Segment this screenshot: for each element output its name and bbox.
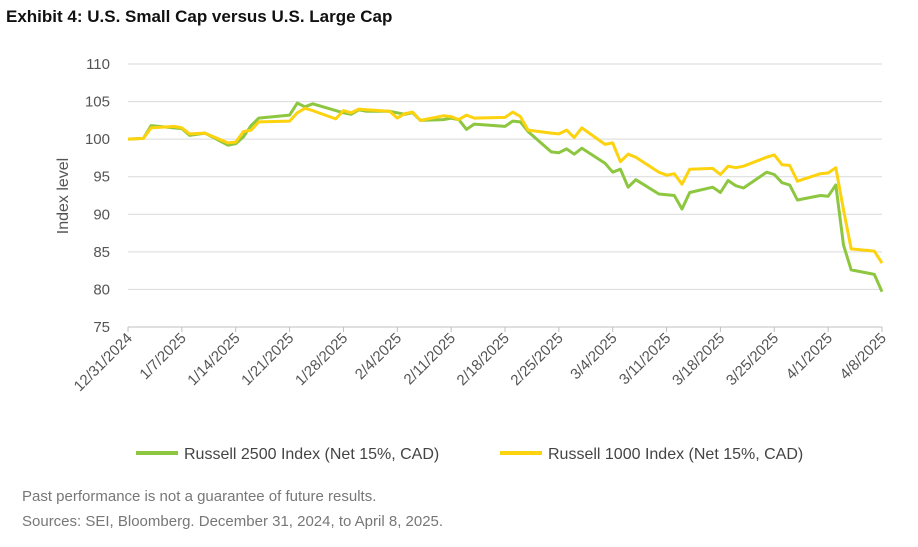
x-tick-label: 4/1/2025 — [783, 330, 836, 383]
x-tick-label: 12/31/2024 — [71, 330, 136, 395]
x-tick-label: 2/11/2025 — [401, 330, 459, 388]
y-tick-label: 100 — [85, 131, 110, 148]
x-tick-label: 1/7/2025 — [136, 330, 189, 383]
x-tick-label: 1/28/2025 — [292, 330, 351, 389]
chart-title: Exhibit 4: U.S. Small Cap versus U.S. La… — [6, 7, 392, 26]
y-tick-label: 105 — [85, 94, 110, 111]
footnote: Past performance is not a guarantee of f… — [22, 488, 376, 505]
y-tick-label: 110 — [86, 56, 110, 73]
x-tick-label: 3/4/2025 — [567, 330, 620, 383]
series-line — [127, 101, 884, 293]
x-tick-label: 3/18/2025 — [669, 330, 728, 389]
x-tick-label: 1/14/2025 — [184, 330, 243, 389]
legend-label: Russell 1000 Index (Net 15%, CAD) — [548, 446, 803, 463]
x-tick-label: 2/25/2025 — [507, 330, 566, 389]
y-tick-label: 95 — [93, 169, 110, 186]
series-line — [127, 106, 884, 264]
y-tick-label: 75 — [93, 319, 110, 336]
y-tick-label: 90 — [93, 206, 110, 223]
legend-label: Russell 2500 Index (Net 15%, CAD) — [184, 446, 439, 463]
y-tick-label: 80 — [93, 281, 110, 298]
y-tick-label: 85 — [93, 244, 110, 261]
x-tick-label: 1/21/2025 — [238, 330, 297, 389]
footnote: Sources: SEI, Bloomberg. December 31, 20… — [22, 513, 443, 530]
x-tick-label: 4/8/2025 — [837, 330, 890, 383]
y-axis-label: Index level — [55, 158, 72, 235]
x-tick-label: 3/11/2025 — [616, 330, 674, 388]
x-tick-label: 3/25/2025 — [723, 330, 782, 389]
x-tick-label: 2/18/2025 — [454, 330, 513, 389]
x-tick-label: 2/4/2025 — [352, 330, 405, 383]
